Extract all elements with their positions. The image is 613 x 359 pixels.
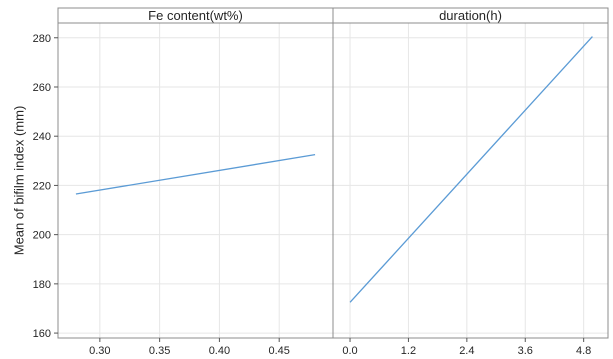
y-axis-label: Mean of bifilm index (mm)	[11, 106, 26, 256]
panel-2-x-tick-label: 2.4	[459, 345, 474, 357]
panel-2-x-tick-label: 4.8	[576, 345, 591, 357]
y-tick-label: 280	[33, 33, 51, 45]
panel-1-x-tick-label: 0.45	[268, 345, 289, 357]
panel-2-strip	[332, 7, 609, 24]
y-tick-label: 240	[33, 131, 51, 143]
y-tick-label: 220	[33, 180, 51, 192]
panel-2-x-tick-label: 1.2	[401, 345, 416, 357]
panel-1-x-tick-label: 0.30	[89, 345, 110, 357]
panel-1-x-tick-label: 0.40	[209, 345, 230, 357]
y-tick-label: 160	[33, 328, 51, 340]
panel-1-x-tick-label: 0.35	[149, 345, 170, 357]
panel-2-area	[332, 22, 609, 339]
panel-1-area	[57, 22, 334, 339]
panel-1-title: Fe content(wt%)	[148, 8, 243, 23]
panel-2-title: duration(h)	[439, 8, 502, 23]
panel-1-series-line	[75, 154, 316, 195]
y-tick-label: 200	[33, 230, 51, 242]
panel-2-x-tick-label: 3.6	[518, 345, 533, 357]
y-tick-label: 260	[33, 82, 51, 94]
y-tick-label: 180	[33, 279, 51, 291]
axes-group: Fe content(wt%) 0.30 0.35 0.40 0.45 duration(…	[33, 7, 609, 357]
panel-2-series-line	[349, 36, 593, 303]
panel-2-x-tick-label: 0.0	[342, 345, 357, 357]
